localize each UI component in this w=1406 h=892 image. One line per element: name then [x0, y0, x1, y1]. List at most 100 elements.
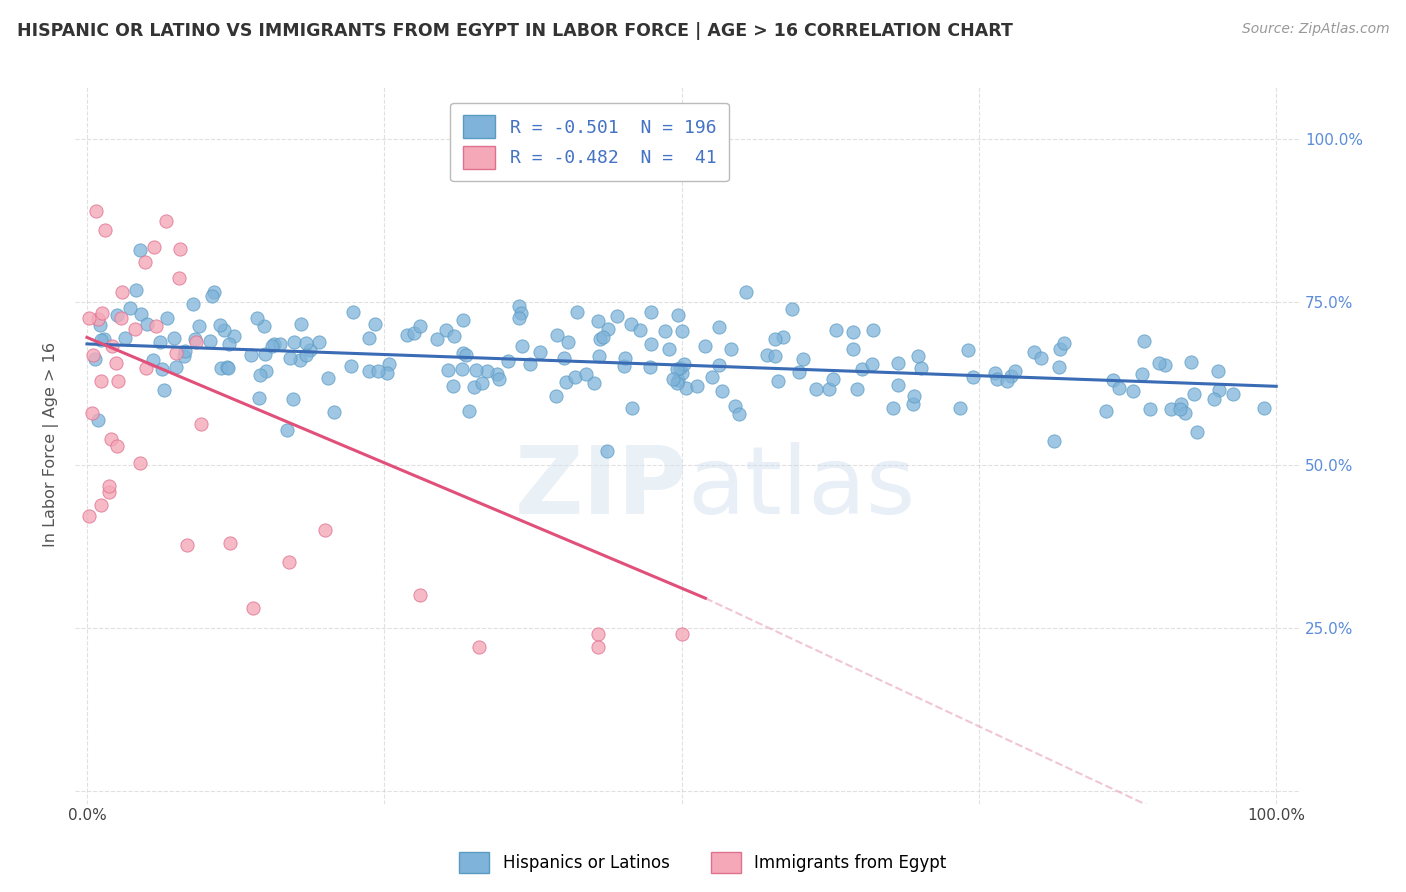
Point: [806, 382, 828, 396]
Point: [1108, 381, 1130, 395]
Point: [1206, 364, 1229, 378]
Point: [1130, 367, 1153, 381]
Point: [613, 351, 636, 365]
Point: [666, 373, 689, 387]
Point: [124, 322, 146, 336]
Point: [949, 401, 972, 415]
Point: [1000, 368, 1022, 383]
Point: [1170, 397, 1192, 411]
Point: [87, 413, 110, 427]
Point: [787, 365, 810, 379]
Point: [903, 389, 925, 403]
Point: [89, 318, 111, 332]
Point: [105, 439, 128, 453]
Point: [860, 357, 883, 371]
Point: [142, 353, 165, 368]
Point: [588, 627, 610, 641]
Point: [1132, 334, 1154, 348]
Point: [90, 333, 112, 347]
Point: [222, 328, 245, 343]
Point: [589, 332, 612, 346]
Point: [564, 369, 586, 384]
Point: [621, 401, 644, 415]
Point: [824, 323, 846, 337]
Point: [377, 357, 399, 371]
Point: [882, 401, 904, 416]
Point: [135, 317, 157, 331]
Point: [342, 305, 364, 319]
Point: [90, 374, 112, 388]
Point: [557, 335, 579, 350]
Point: [426, 332, 449, 346]
Point: [1208, 383, 1230, 397]
Point: [496, 354, 519, 368]
Point: [186, 334, 208, 349]
Point: [377, 366, 399, 380]
Point: [1052, 335, 1074, 350]
Point: [269, 337, 291, 351]
Point: [546, 328, 568, 343]
Point: [1185, 425, 1208, 439]
Point: [1253, 401, 1275, 416]
Point: [359, 331, 381, 345]
Point: [671, 324, 693, 338]
Point: [1182, 387, 1205, 401]
Point: [1029, 351, 1052, 366]
Point: [756, 348, 779, 362]
Point: [1174, 406, 1197, 420]
Point: [247, 391, 270, 405]
Point: [583, 376, 606, 390]
Point: [443, 328, 465, 343]
Point: [1122, 384, 1144, 398]
Point: [114, 331, 136, 345]
Point: [1095, 404, 1118, 418]
Point: [486, 368, 509, 382]
Point: [93, 332, 115, 346]
Point: [340, 359, 363, 373]
Point: [772, 330, 794, 344]
Point: [792, 351, 814, 366]
Point: [887, 378, 910, 392]
Point: [640, 304, 662, 318]
Point: [1047, 359, 1070, 374]
Point: [588, 350, 610, 364]
Point: [299, 343, 322, 357]
Point: [87, 312, 110, 326]
Point: [956, 343, 979, 358]
Point: [84, 352, 107, 367]
Point: [910, 361, 932, 376]
Point: [165, 346, 187, 360]
Point: [101, 338, 124, 352]
Point: [475, 364, 498, 378]
Point: [544, 389, 567, 403]
Point: [173, 343, 195, 358]
Point: [488, 372, 510, 386]
Point: [661, 372, 683, 386]
Point: [984, 366, 1007, 380]
Point: [290, 317, 312, 331]
Point: [163, 331, 186, 345]
Point: [707, 358, 730, 372]
Point: [82, 348, 104, 362]
Point: [145, 319, 167, 334]
Point: [763, 332, 786, 346]
Point: [128, 456, 150, 470]
Point: [669, 360, 692, 375]
Point: [995, 374, 1018, 388]
Point: [823, 372, 845, 386]
Point: [508, 311, 530, 326]
Point: [846, 382, 869, 396]
Point: [110, 310, 132, 325]
Point: [128, 244, 150, 258]
Point: [666, 308, 689, 322]
Point: [1042, 434, 1064, 448]
Point: [451, 345, 474, 359]
Point: [217, 359, 239, 374]
Point: [409, 319, 432, 334]
Point: [671, 627, 693, 641]
Point: [249, 368, 271, 382]
Point: [529, 344, 551, 359]
Point: [986, 372, 1008, 386]
Point: [165, 360, 187, 375]
Point: [695, 339, 717, 353]
